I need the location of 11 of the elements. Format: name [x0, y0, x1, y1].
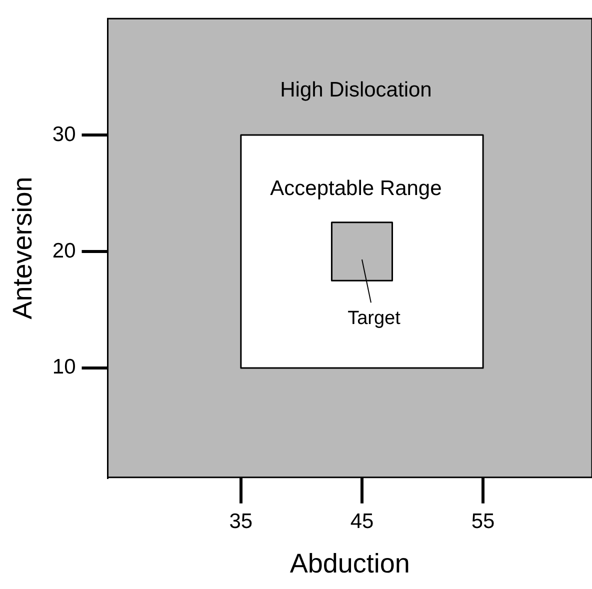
legend-label: Target [348, 308, 402, 329]
y-tick-label: 30 [52, 122, 76, 146]
y-tick-label: 10 [52, 356, 76, 379]
annotation: Acceptable Range [270, 176, 442, 200]
x-axis-title: Abduction [290, 548, 410, 578]
x-tick-label: 45 [350, 510, 374, 533]
x-tick-label: 55 [471, 510, 495, 533]
x-tick-label: 35 [229, 510, 253, 533]
y-tick-label: 20 [52, 239, 76, 262]
y-axis-title: Anteversion [8, 176, 38, 320]
annotation: High Dislocation [280, 78, 432, 102]
